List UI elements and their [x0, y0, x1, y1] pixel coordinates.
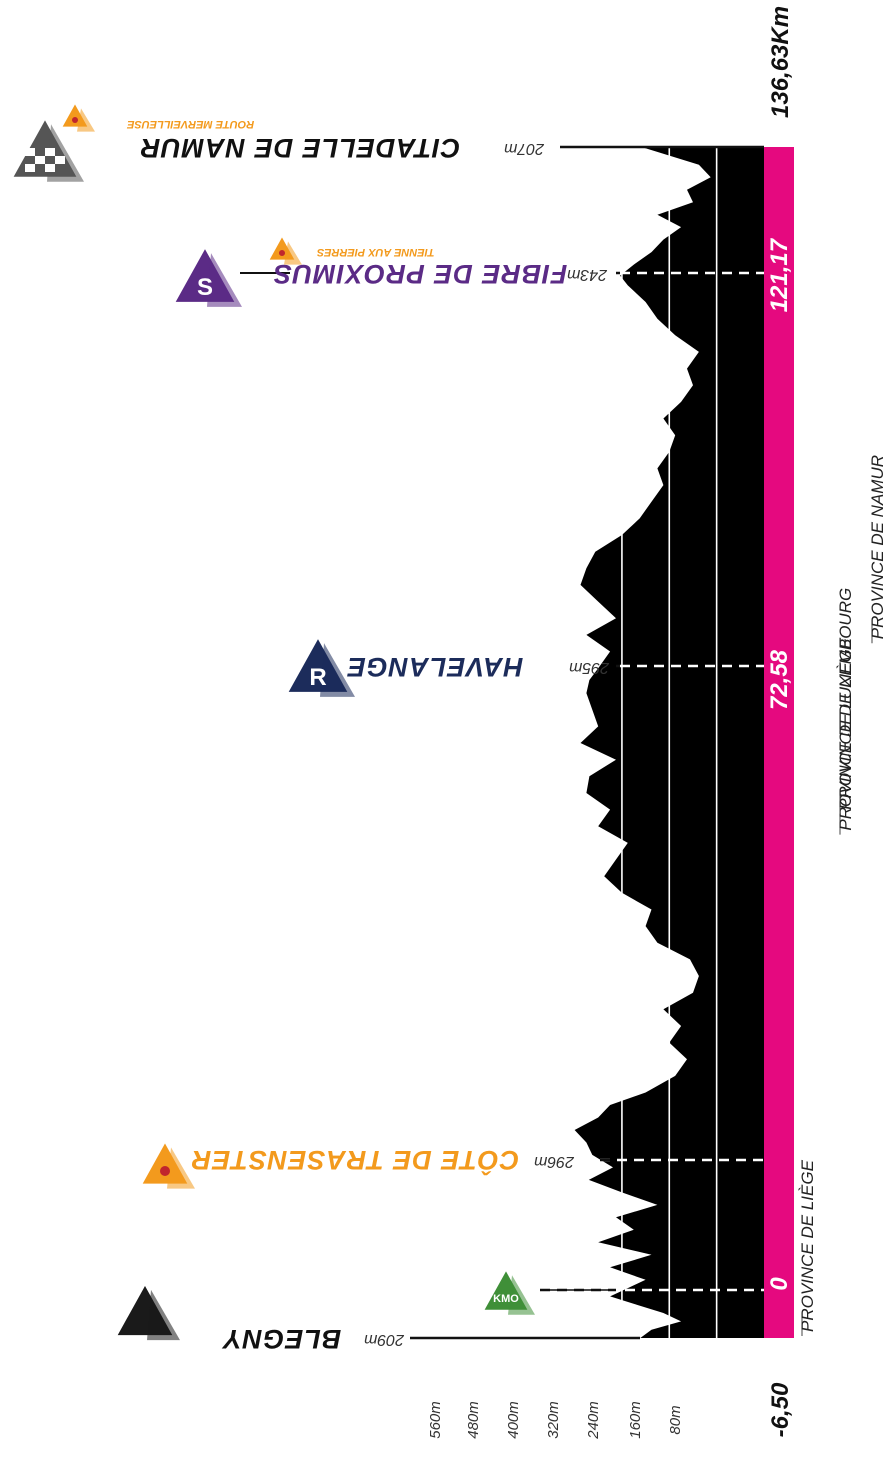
point-name: HAVELANGE [347, 652, 524, 682]
distance-start-label: -6,50 [767, 1382, 794, 1437]
km-marker-label: 0 [766, 1277, 793, 1291]
small-climb-icon [266, 233, 302, 265]
climb-dot-icon [160, 1166, 170, 1176]
kmo-badge-text: KMO [493, 1293, 519, 1305]
point-name: BLEGNY [221, 1324, 342, 1354]
badge-letter: S [197, 274, 213, 301]
point-altitude: 207m [504, 140, 545, 157]
distance-band [764, 147, 794, 1338]
province-label: PROVINCE DE LIÈGE [798, 1159, 817, 1332]
altitude-tick-label: 240m [585, 1401, 602, 1440]
altitude-tick-layer: 560m 480m 400m 320m 240m 160m 80m [427, 1401, 684, 1440]
point-name: CITADELLE DE NAMUR [140, 133, 460, 163]
point-subtitle: TIENNE AUX PIERRES [316, 246, 434, 258]
km-marker-label: 72,58 [766, 649, 793, 710]
kmo-triangle-icon: KMO [481, 1267, 535, 1315]
climb-dot-icon [72, 117, 78, 123]
altitude-tick-label: 560m [427, 1401, 444, 1439]
province-label: PROVINCE DE LUXEMBOURG [836, 588, 855, 831]
marker-layer: BLEGNY 209m KMO CÔTE DE TRASENSTER 296m HAVEL… [10, 100, 764, 1354]
start-triangle-icon [114, 1281, 180, 1341]
badge-letter: R [309, 664, 326, 691]
province-label: PROVINCE DE NAMUR [868, 455, 887, 639]
altitude-tick-label: 80m [667, 1405, 684, 1434]
km-marker-label: 121,17 [766, 237, 793, 312]
finish-flag-icon [10, 116, 84, 182]
segment-triangle-icon: S [172, 245, 242, 307]
altitude-tick-label: 480m [465, 1401, 482, 1439]
climb-dot-icon [279, 250, 285, 256]
grid-layer [621, 147, 718, 1338]
altitude-tick-label: 160m [627, 1401, 644, 1439]
sprint-triangle-icon: R [285, 635, 355, 697]
point-altitude: 243m [567, 266, 608, 283]
point-name: CÔTE DE TRASENSTER [191, 1145, 520, 1176]
altitude-tick-label: 400m [505, 1401, 522, 1439]
point-name: FIBRE DE PROXIMUS [273, 259, 568, 289]
climb-triangle-icon [139, 1139, 195, 1189]
province-label: PROVINCE DE LIÈGE [836, 637, 855, 810]
point-altitude: 209m [364, 1331, 405, 1348]
point-altitude: 295m [569, 659, 610, 676]
point-altitude: 296m [534, 1153, 575, 1170]
distance-end-label: 136,63Km [767, 6, 794, 118]
pink-band-layer: 0 72,58 121,17 [764, 147, 794, 1338]
point-subtitle: ROUTE MERVEILLEUSE [126, 118, 254, 130]
altitude-tick-label: 320m [545, 1401, 562, 1439]
small-climb-icon [59, 100, 95, 132]
